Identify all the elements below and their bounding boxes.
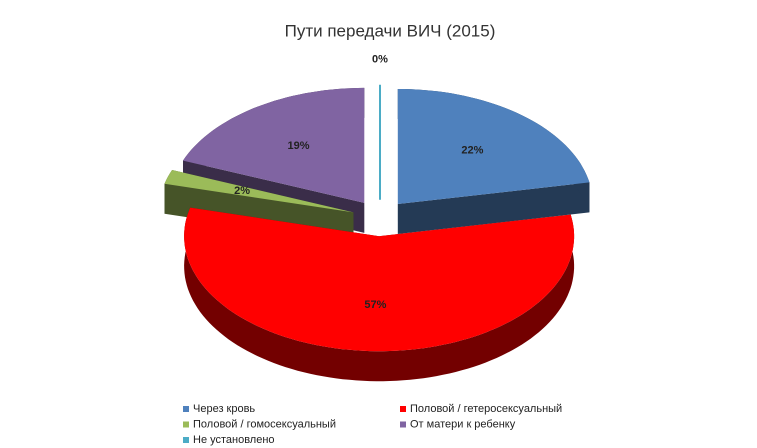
legend-marker <box>183 421 189 428</box>
slice <box>397 89 590 204</box>
legend-marker <box>183 437 189 443</box>
chart-title: Пути передачи ВИЧ (2015) <box>285 21 496 40</box>
legend-marker <box>400 406 406 412</box>
legend-marker <box>183 406 189 412</box>
slice <box>184 207 575 352</box>
legend-label: От матери к ребенку <box>410 418 516 430</box>
slice-side <box>184 207 575 382</box>
legend-label: Через кровь <box>193 403 255 415</box>
slice-side <box>397 182 590 234</box>
legend-label: Не установлено <box>193 434 275 446</box>
data-label: 22% <box>461 145 483 157</box>
data-label: 0% <box>372 53 388 65</box>
slice-group <box>184 207 575 382</box>
slice <box>183 87 365 203</box>
data-label: 19% <box>287 140 309 152</box>
data-label: 57% <box>364 299 386 311</box>
data-label: 2% <box>234 185 250 197</box>
legend-marker <box>400 421 406 428</box>
slice-group <box>397 89 590 234</box>
legend-label: Половой / гомосексуальный <box>193 418 336 430</box>
legend-label: Половой / гетеросексуальный <box>410 403 562 415</box>
slice <box>164 170 354 213</box>
